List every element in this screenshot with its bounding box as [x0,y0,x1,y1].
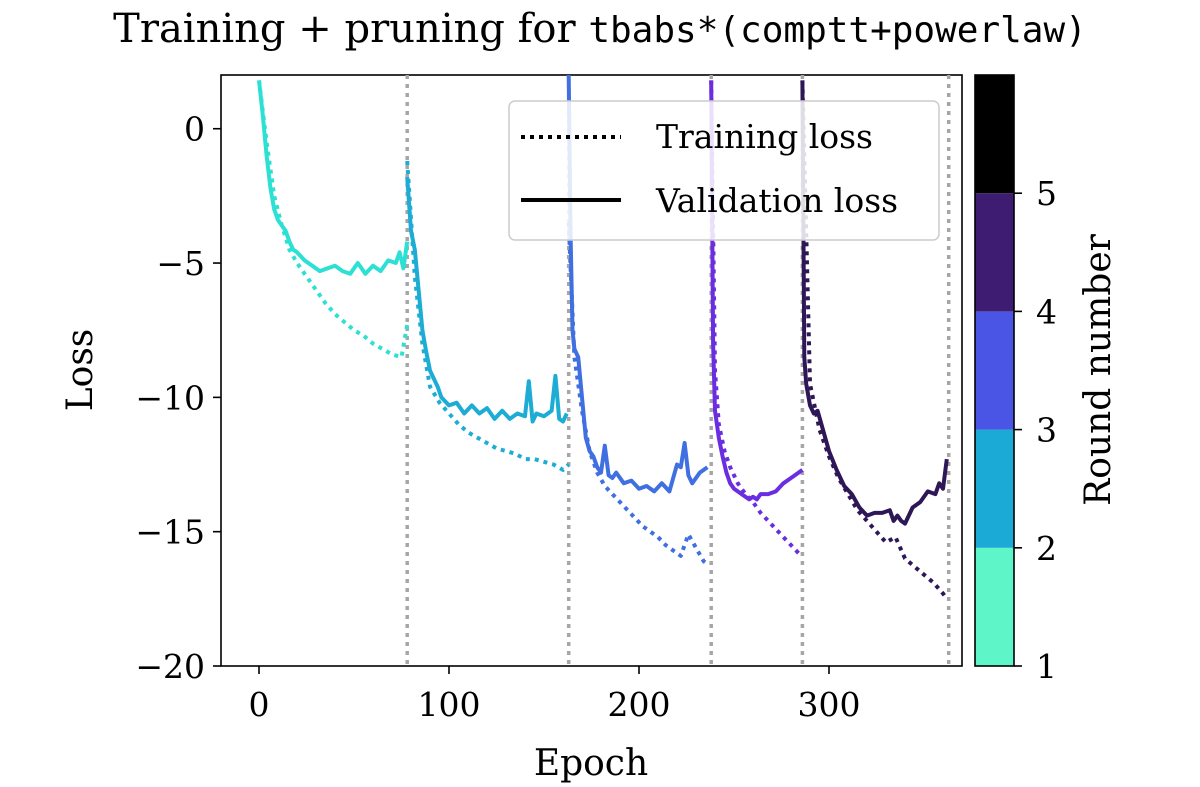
training-loss-line-round-3 [566,222,709,566]
chart-title-text: Training + pruning for [113,6,576,52]
plot-area [220,74,963,667]
y-tick-label: 0 [184,110,205,149]
series-layer [257,75,949,600]
colorbar-tick-label: 3 [1036,411,1057,450]
y-tick-label: −20 [135,647,205,686]
y-tick-label: −15 [135,513,205,552]
x-tick-label: 0 [249,685,270,724]
y-axis-label: Loss [60,329,101,412]
colorbar-tick-label: 1 [1036,647,1057,686]
colorbar-label: Round number [1078,233,1119,505]
x-axis-label: Epoch [534,743,648,784]
colorbar-tick-label: 5 [1036,174,1057,213]
training-loss-line-round-2 [405,160,571,472]
x-tick-label: 200 [608,685,671,724]
colorbar-segment-4 [975,193,1014,312]
y-tick-label: −10 [135,378,205,417]
x-axis-ticks: 0 100 200 300 [249,666,861,724]
colorbar: 1 2 3 4 5 [974,74,1057,686]
validation-loss-line-round-5 [800,80,949,526]
colorbar-tick-label: 4 [1036,292,1057,331]
x-tick-label: 300 [798,685,861,724]
legend-box [508,100,940,241]
legend-training-label: Training loss [656,117,873,156]
training-loss-line-round-5 [800,80,949,600]
validation-loss-line-round-4 [709,80,804,502]
y-axis-ticks: −20 −15 −10 −5 0 [135,110,221,686]
legend-validation-label: Validation loss [655,181,898,220]
colorbar-tick-label: 2 [1036,529,1057,568]
training-loss-line-round-1 [257,80,410,360]
colorbar-frame [974,74,1015,667]
colorbar-segment-1 [975,547,1014,666]
series-group [257,75,949,600]
colorbar-segment-2 [975,429,1014,548]
colorbar-segment-3 [975,311,1014,430]
x-tick-label: 100 [418,685,481,724]
validation-loss-line-round-1 [257,80,410,276]
validation-loss-line-round-2 [405,176,569,424]
chart-title: Training + pruning for tbabs*(comptt+pow… [113,6,1087,52]
colorbar-segment-5 [975,75,1014,194]
y-tick-label: −5 [156,244,205,283]
legend: Training loss Validation loss [508,100,940,241]
chart-title-code: tbabs*(comptt+powerlaw) [588,10,1087,51]
validation-loss-line-round-3 [566,75,709,494]
